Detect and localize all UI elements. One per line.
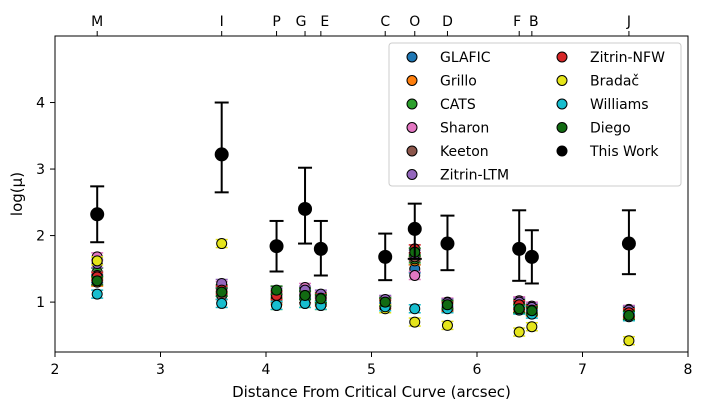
x-tick-label: 4	[262, 362, 271, 378]
x-tick-label: 5	[367, 362, 376, 378]
data-point	[524, 249, 539, 264]
top-tick-label: B	[529, 14, 539, 30]
data-point	[409, 316, 421, 328]
data-point	[91, 275, 103, 287]
legend-marker	[556, 51, 568, 63]
top-tick-label: I	[220, 14, 224, 30]
data-point	[623, 309, 635, 321]
top-tick-label: J	[626, 14, 631, 30]
y-tick-label: 2	[36, 229, 45, 245]
x-tick-label: 6	[473, 362, 482, 378]
data-point	[409, 303, 421, 315]
legend-label: Keeton	[440, 144, 489, 160]
legend-label: Grillo	[440, 74, 477, 90]
data-point	[299, 289, 311, 301]
data-point	[441, 299, 453, 311]
legend-label: Sharon	[440, 121, 489, 137]
legend-label: This Work	[589, 144, 659, 160]
legend: GLAFIC Grillo CATS Sharon Keeton Zitrin-LTM Zi…	[388, 42, 682, 187]
x-axis-label: Distance From Critical Curve (arcsec)	[232, 383, 511, 401]
legend-label: GLAFIC	[440, 50, 491, 66]
x-tick-label: 8	[684, 362, 693, 378]
legend-marker	[556, 145, 568, 157]
data-point	[623, 335, 635, 347]
data-point	[214, 147, 229, 162]
data-point	[91, 288, 103, 300]
data-point	[621, 236, 636, 251]
plot-frame	[54, 35, 689, 353]
legend-marker	[556, 75, 568, 86]
data-point	[513, 326, 525, 338]
data-point	[313, 241, 328, 256]
data-point	[440, 236, 455, 251]
legend-marker	[406, 169, 418, 180]
series-this-work	[90, 101, 636, 285]
y-tick-label: 1	[36, 295, 45, 311]
y-tick-label: 3	[36, 162, 45, 178]
legend-label: CATS	[440, 97, 476, 113]
data-point	[379, 296, 391, 308]
data-point	[513, 303, 525, 315]
y-axis: 1 2 3 4	[36, 96, 55, 311]
data-point	[216, 238, 228, 250]
data-point	[91, 255, 103, 267]
legend-marker	[556, 98, 568, 110]
data-point	[90, 207, 105, 222]
data-point	[407, 221, 422, 236]
data-point	[512, 241, 527, 256]
top-tick-label: G	[296, 14, 307, 30]
legend-label: Zitrin-NFW	[590, 50, 665, 66]
legend-marker	[406, 75, 418, 86]
data-point	[526, 305, 538, 317]
data-point	[271, 299, 283, 311]
x-tick-label: 2	[51, 362, 60, 378]
x-axis: 2 3 4 5 6 7 8	[51, 352, 693, 378]
legend-label: Zitrin-LTM	[440, 168, 509, 184]
y-tick-label: 4	[36, 96, 45, 112]
y-axis-label: log(μ)	[8, 172, 26, 216]
x-tick-label: 7	[578, 362, 587, 378]
legend-marker	[406, 122, 418, 133]
legend-label: Williams	[590, 97, 649, 113]
data-point	[315, 293, 327, 305]
legend-marker	[556, 122, 568, 133]
top-tick-label: E	[320, 14, 329, 30]
legend-box	[388, 42, 682, 187]
top-tick-label: C	[380, 14, 390, 30]
data-point	[409, 269, 421, 281]
data-point	[216, 297, 228, 309]
series-diego	[91, 246, 635, 321]
legend-label: Bradač	[590, 74, 639, 90]
legend-marker	[406, 98, 418, 110]
data-point	[378, 249, 393, 264]
data-point	[526, 321, 538, 333]
legend-marker	[406, 145, 418, 157]
top-tick-label: F	[513, 14, 521, 30]
data-point	[216, 286, 228, 298]
legend-label: Diego	[590, 121, 631, 137]
data-point	[298, 201, 313, 216]
data-point	[271, 284, 283, 296]
data-point	[269, 239, 284, 254]
x-tick-label: 3	[156, 362, 165, 378]
legend-marker	[406, 51, 418, 63]
top-tick-label: M	[91, 14, 103, 30]
top-tick-label: D	[442, 14, 453, 30]
top-tick-label: O	[409, 14, 420, 30]
top-tick-label: P	[272, 14, 280, 30]
data-point	[441, 319, 453, 331]
chart-marks	[90, 101, 636, 347]
